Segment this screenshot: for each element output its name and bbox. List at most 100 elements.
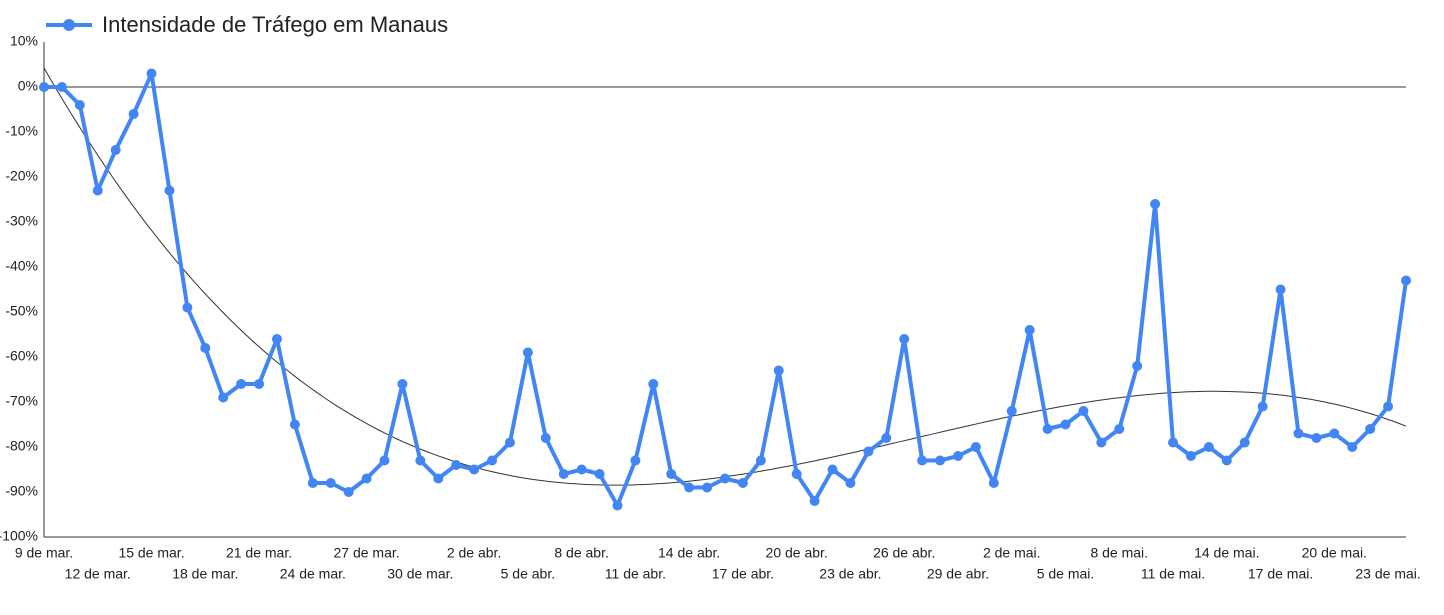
data-point	[415, 455, 426, 466]
data-point	[218, 392, 229, 403]
data-point	[1401, 275, 1411, 286]
data-point	[1185, 451, 1196, 461]
data-point	[1275, 284, 1286, 295]
data-point	[863, 446, 874, 457]
data-point	[540, 433, 551, 443]
x-tick-label: 2 de mai.	[983, 545, 1041, 561]
data-point	[952, 451, 963, 461]
data-point	[1239, 437, 1250, 448]
x-tick-label: 5 de mai.	[1037, 566, 1095, 582]
x-tick-label: 14 de mai.	[1194, 545, 1259, 561]
data-point	[1114, 424, 1125, 434]
x-tick-label: 17 de abr.	[712, 566, 774, 582]
x-tick-label: 14 de abr.	[658, 545, 720, 561]
data-point	[397, 379, 408, 389]
x-tick-label: 18 de mar.	[172, 566, 238, 582]
y-tick-label: -90%	[5, 483, 38, 499]
data-point	[630, 455, 641, 466]
data-point	[1042, 424, 1053, 434]
x-tick-label: 17 de mai.	[1248, 566, 1313, 582]
data-point	[236, 379, 247, 389]
data-point	[128, 109, 139, 119]
data-point	[1006, 406, 1017, 416]
x-tick-label: 20 de abr.	[766, 545, 828, 561]
data-point	[576, 464, 587, 475]
trendline	[43, 67, 1407, 486]
data-point	[307, 478, 318, 488]
x-tick-label: 8 de abr.	[554, 545, 609, 561]
data-point	[146, 68, 157, 79]
y-tick-label: 0%	[18, 78, 38, 94]
x-tick-label: 12 de mar.	[65, 566, 131, 582]
x-tick-label: 20 de mai.	[1302, 545, 1367, 561]
legend-marker	[63, 19, 75, 31]
data-point	[92, 185, 103, 196]
data-point	[702, 482, 713, 493]
data-point	[755, 455, 766, 466]
data-point	[164, 185, 175, 196]
data-point	[522, 347, 533, 358]
data-point	[379, 455, 390, 466]
data-point	[720, 473, 730, 484]
data-point	[361, 473, 372, 484]
x-tick-label: 2 de abr.	[447, 545, 502, 561]
data-point	[1347, 442, 1358, 452]
x-tick-label: 27 de mar.	[334, 545, 400, 561]
y-tick-label: -80%	[5, 438, 38, 454]
series-line	[44, 71, 1408, 508]
y-tick-label: -70%	[5, 393, 38, 409]
data-point	[935, 455, 946, 466]
data-point	[809, 496, 820, 506]
data-point	[451, 460, 462, 470]
data-point	[1293, 428, 1304, 439]
y-tick-label: -30%	[5, 213, 38, 229]
data-point	[684, 482, 695, 493]
data-point	[469, 464, 480, 475]
data-point	[612, 500, 623, 511]
data-point	[182, 302, 193, 313]
data-point	[594, 469, 605, 479]
data-point	[289, 419, 300, 430]
data-point	[737, 478, 748, 488]
y-tick-label: -60%	[5, 348, 38, 364]
data-point	[791, 469, 802, 479]
data-point	[917, 455, 928, 466]
data-point	[487, 455, 498, 466]
data-point	[504, 437, 515, 448]
data-point	[1311, 433, 1322, 443]
y-tick-label: -20%	[5, 168, 38, 184]
data-point	[970, 442, 981, 452]
data-point	[988, 478, 999, 488]
data-point	[1024, 325, 1035, 335]
data-point	[110, 145, 121, 155]
x-tick-label: 5 de abr.	[501, 566, 556, 582]
x-tick-label: 21 de mar.	[226, 545, 292, 561]
data-point	[845, 478, 856, 488]
x-tick-label: 11 de abr.	[605, 566, 666, 582]
x-tick-label: 9 de mar.	[15, 545, 73, 561]
y-tick-label: 10%	[10, 33, 38, 49]
x-tick-label: 26 de abr.	[873, 545, 935, 561]
data-point	[200, 343, 211, 353]
x-tick-label: 15 de mar.	[118, 545, 184, 561]
data-point	[827, 464, 838, 475]
data-point	[1257, 401, 1268, 412]
data-point	[648, 379, 659, 389]
data-point	[1096, 437, 1107, 448]
data-point	[254, 379, 265, 389]
data-point	[1150, 199, 1161, 209]
data-point	[343, 487, 354, 497]
data-point	[773, 365, 784, 376]
data-point	[1221, 455, 1232, 466]
data-point	[881, 433, 892, 443]
data-point	[325, 478, 336, 488]
data-point	[39, 82, 49, 92]
data-point	[899, 334, 910, 344]
data-point	[1203, 442, 1214, 452]
legend-label: Intensidade de Tráfego em Manaus	[102, 12, 448, 37]
data-point	[1365, 424, 1376, 434]
x-tick-label: 11 de mai.	[1141, 566, 1205, 582]
x-tick-label: 8 de mai.	[1090, 545, 1148, 561]
x-tick-label: 24 de mar.	[280, 566, 346, 582]
